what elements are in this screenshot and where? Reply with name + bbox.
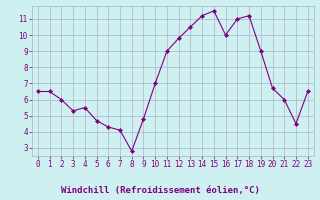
Text: Windchill (Refroidissement éolien,°C): Windchill (Refroidissement éolien,°C): [60, 186, 260, 195]
